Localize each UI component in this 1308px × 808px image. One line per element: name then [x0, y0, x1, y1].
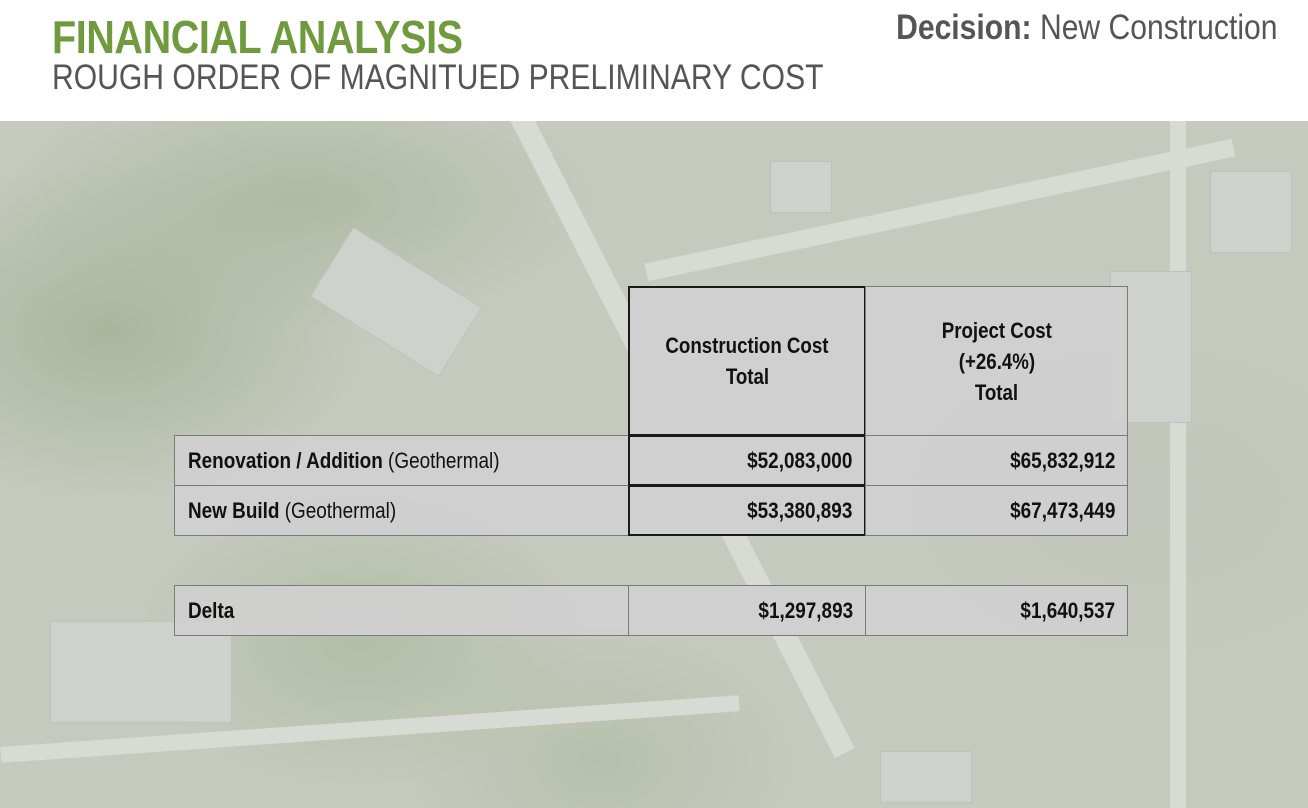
slide-header: FINANCIAL ANALYSIS ROUGH ORDER OF MAGNIT… — [0, 0, 1308, 121]
table-cell-construction: $53,380,893 — [628, 485, 866, 536]
map-building — [880, 751, 972, 803]
decision-value: New Construction — [1040, 8, 1278, 47]
page-title: FINANCIAL ANALYSIS — [52, 11, 463, 63]
delta-project: $1,640,537 — [865, 585, 1128, 636]
map-road — [1170, 121, 1186, 808]
map-building — [1210, 171, 1292, 253]
project-cost-header: Project Cost (+26.4%) Total — [865, 286, 1128, 436]
map-building — [770, 161, 832, 213]
table-row-label: Renovation / Addition (Geothermal) — [174, 435, 629, 486]
delta-construction: $1,297,893 — [628, 585, 866, 636]
table-cell-project: $65,832,912 — [865, 435, 1128, 486]
map-building — [309, 226, 483, 378]
table-row-label: New Build (Geothermal) — [174, 485, 629, 536]
construction-cost-header: Construction Cost Total — [628, 286, 866, 436]
page-subtitle: ROUGH ORDER OF MAGNITUED PRELIMINARY COS… — [52, 58, 824, 97]
decision-text: Decision: New Construction — [897, 8, 1278, 48]
table-cell-construction: $52,083,000 — [628, 435, 866, 486]
delta-label: Delta — [174, 585, 629, 636]
map-building — [50, 621, 232, 723]
decision-label: Decision: — [896, 8, 1033, 47]
map-road — [644, 138, 1236, 282]
table-cell-project: $67,473,449 — [865, 485, 1128, 536]
